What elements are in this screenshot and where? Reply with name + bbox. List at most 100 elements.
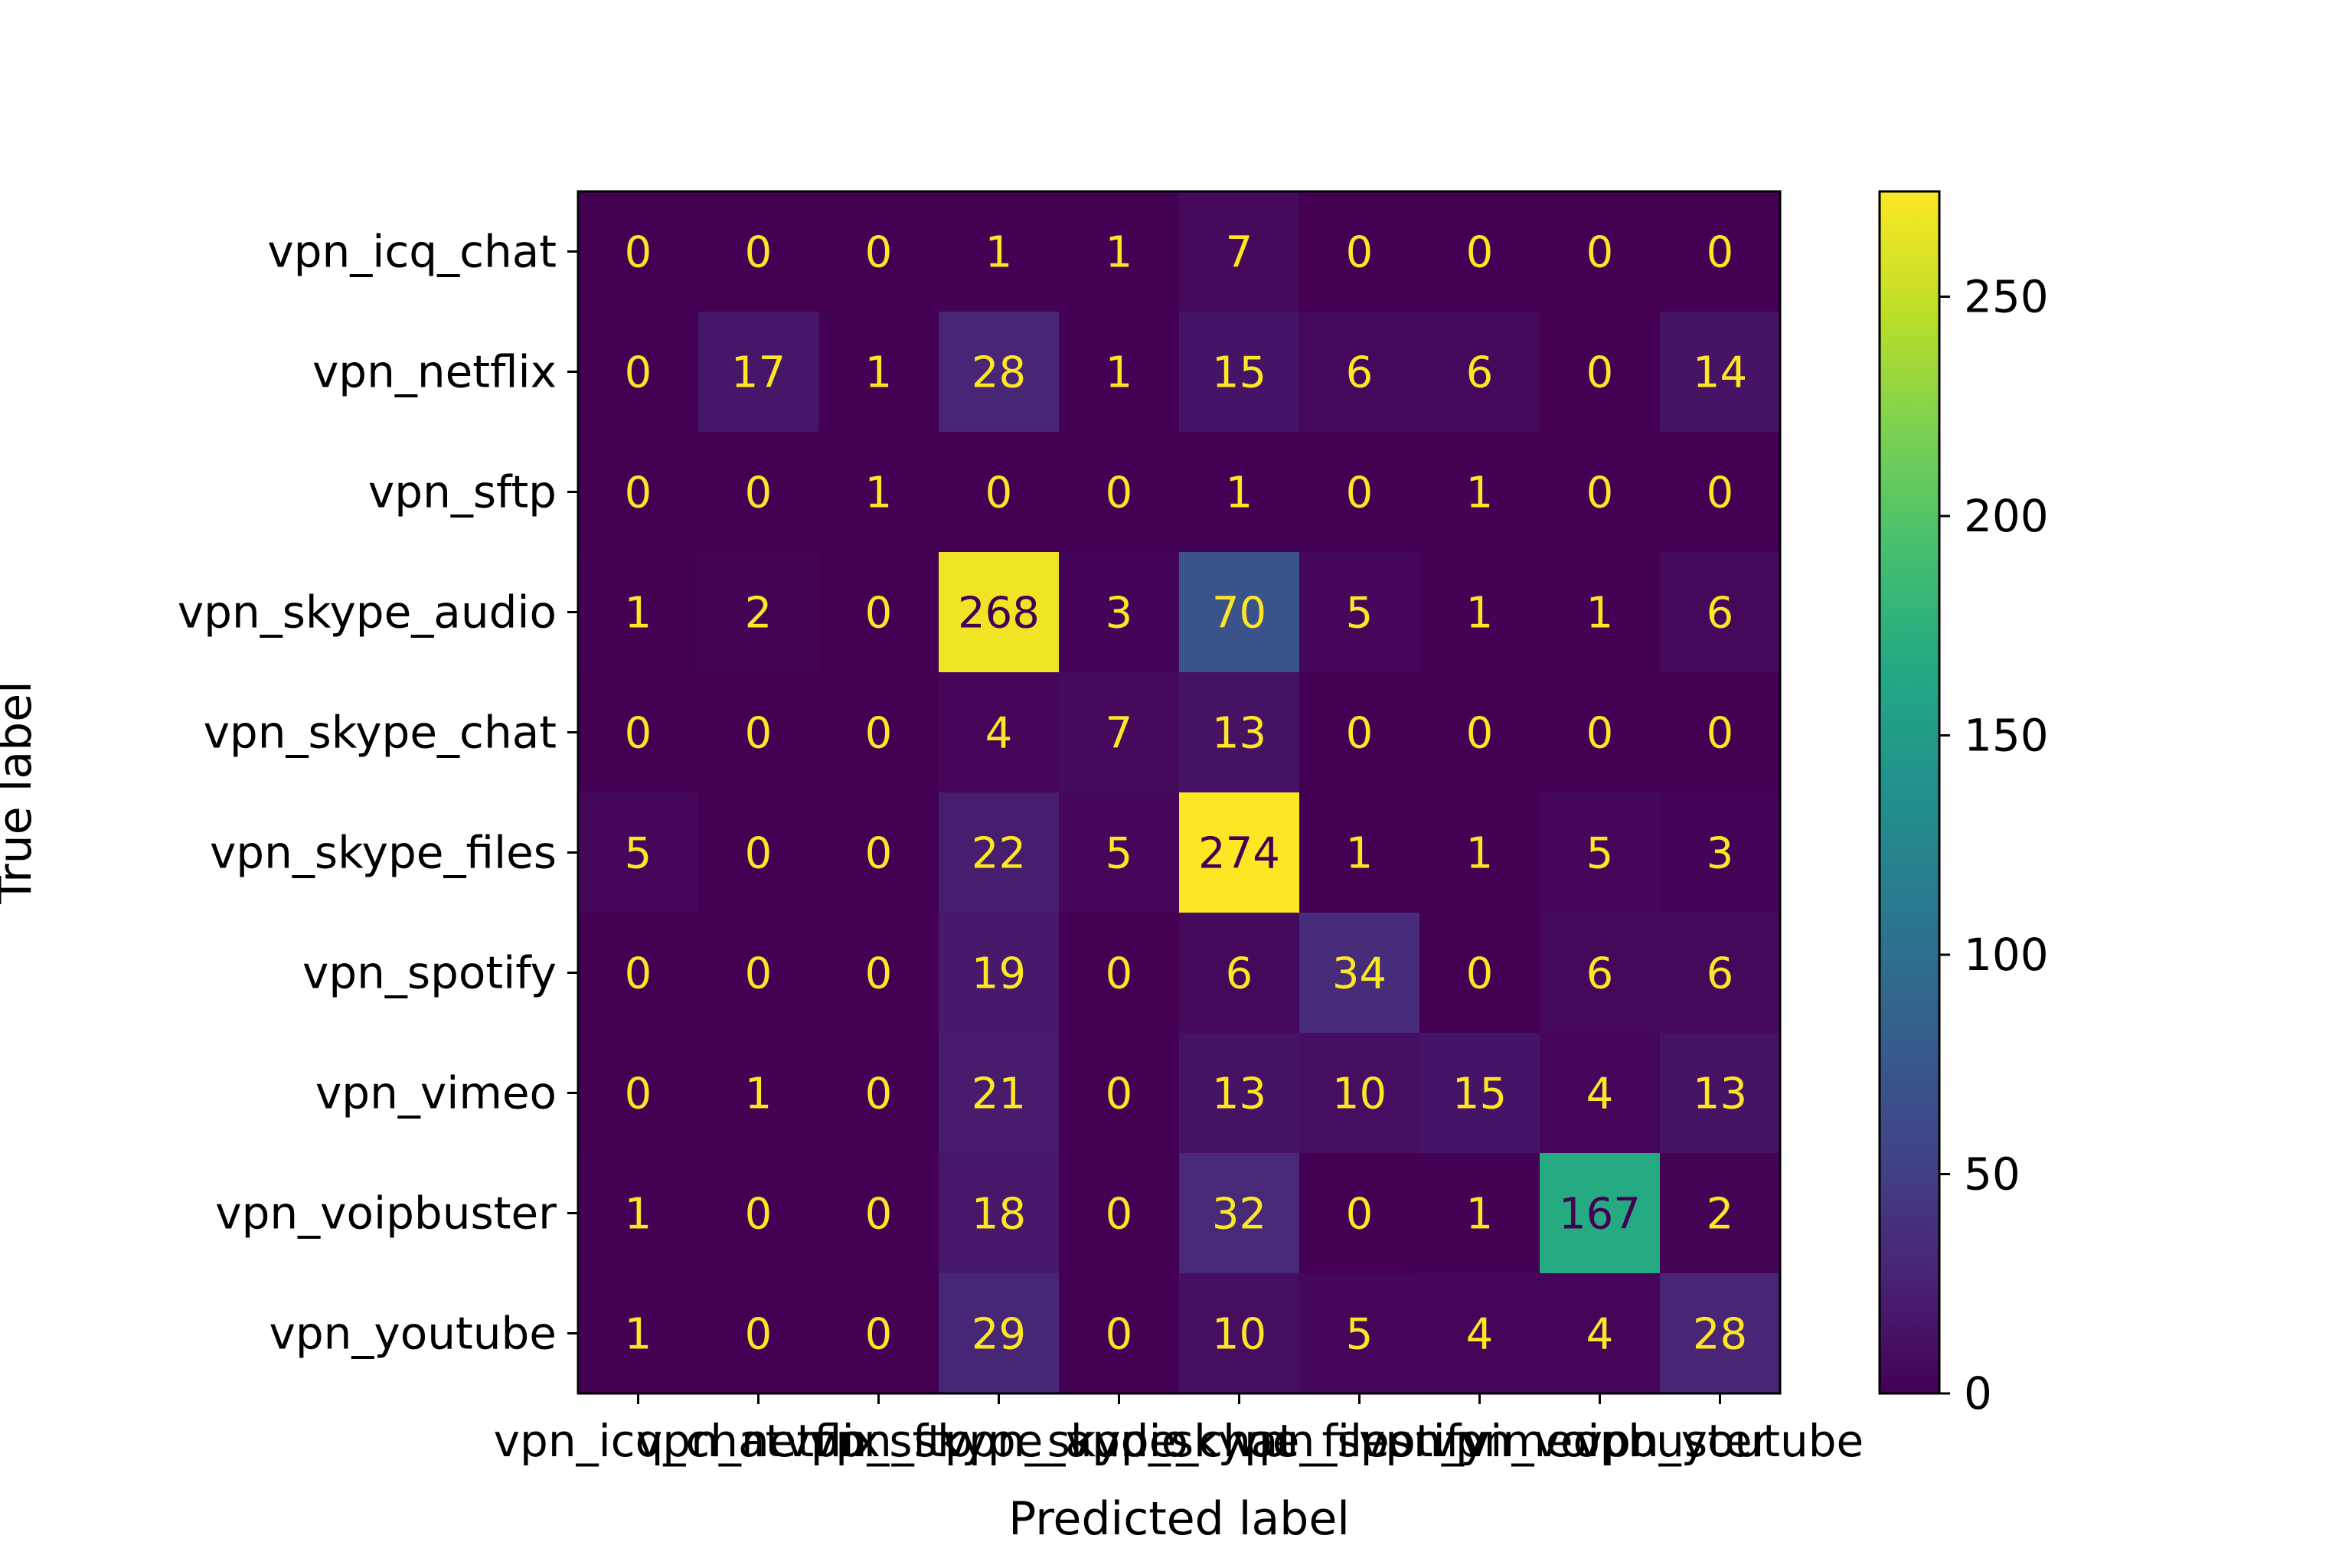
cell-value-label: 0 [1346,1190,1374,1240]
heatmap-cell [1299,552,1420,673]
heatmap-cell [1179,552,1300,673]
heatmap-cell [1179,913,1300,1034]
heatmap-cell [698,792,819,913]
cell-value-label: 1 [1466,1190,1494,1240]
cell-value-label: 1 [625,1190,652,1240]
colorbar-ticks: 0 50 100 150 200 250 [1939,271,2049,1419]
cell-value-label: 6 [1346,348,1374,398]
cell-value-label: 4 [1466,1310,1494,1360]
heatmap-cell [698,1033,819,1154]
heatmap-cell [1660,552,1781,673]
heatmap-cell [1660,913,1781,1034]
heatmap-cell [578,1033,699,1154]
heatmap-cell [1419,191,1540,312]
cell-value-label: 10 [1212,1310,1266,1360]
heatmap-cell [1660,312,1781,433]
heatmap-cell [1299,1033,1420,1154]
cell-value-label: 268 [958,589,1040,639]
cell-value-label: 29 [972,1310,1026,1360]
cell-value-label: 7 [1106,709,1133,759]
heatmap-cell [939,672,1060,793]
cell-value-label: 0 [745,709,773,759]
cell-value-label: 2 [745,589,773,639]
cell-value-label: 1 [1466,589,1494,639]
heatmap-cell [1059,1033,1180,1154]
cell-value-label: 1 [1226,469,1253,518]
heatmap-cell [1179,1153,1300,1274]
cell-value-label: 28 [1693,1310,1747,1360]
cell-value-label: 0 [1346,709,1374,759]
heatmap-cell [578,913,699,1034]
y-tick-label: vpn_netflix [312,346,557,398]
heatmap-cell [1179,432,1300,553]
heatmap-cells: 0 0 0 1 1 7 0 0 0 00 17 1 28 1 15 6 6 0 140 0 1 0 0 1 0 1 0 01 2 0 268… [578,191,1781,1394]
heatmap-cell [1660,191,1781,312]
cell-value-label: 1 [1586,589,1614,639]
heatmap-cell [1540,672,1661,793]
heatmap-cell [1540,913,1661,1034]
heatmap-cell [578,792,699,913]
cell-value-label: 2 [1707,1190,1734,1240]
cell-value-label: 7 [1226,228,1253,278]
y-tick-label: vpn_voipbuster [215,1187,557,1240]
cell-value-label: 0 [1106,1190,1133,1240]
heatmap-cell [1660,1273,1781,1394]
cell-value-label: 1 [985,228,1013,278]
heatmap-cell [939,792,1060,913]
heatmap-cell [818,1273,939,1394]
cell-value-label: 5 [1106,829,1133,879]
heatmap-cell [1059,552,1180,673]
heatmap-cell [1419,1273,1540,1394]
cell-value-label: 0 [1466,949,1494,999]
cell-value-label: 0 [745,1310,773,1360]
heatmap-cell [1419,1153,1540,1274]
heatmap-cell [578,672,699,793]
heatmap-cell [698,1153,819,1274]
cell-value-label: 3 [1707,829,1734,879]
heatmap-cell [1540,1273,1661,1394]
heatmap-cell [1299,672,1420,793]
cell-value-label: 0 [865,1190,893,1240]
heatmap-cell [1419,432,1540,553]
heatmap-cell [818,1153,939,1274]
heatmap-cell [1419,552,1540,673]
heatmap-cell [1419,792,1540,913]
heatmap-cell [1179,312,1300,433]
cell-value-label: 0 [745,829,773,879]
cell-value-label: 1 [745,1070,773,1119]
x-tick-label: vpn_spotify [1233,1415,1487,1467]
heatmap-cell [698,913,819,1034]
cell-value-label: 0 [865,949,893,999]
cell-value-label: 0 [1707,709,1734,759]
cell-value-label: 0 [1707,228,1734,278]
heatmap-cell [818,792,939,913]
cell-value-label: 4 [1586,1310,1614,1360]
cell-value-label: 0 [865,709,893,759]
cell-value-label: 0 [745,228,773,278]
heatmap-cell [1179,672,1300,793]
heatmap-cell [1059,432,1180,553]
cell-value-label: 4 [1586,1070,1614,1119]
y-tick-label: vpn_skype_audio [178,586,557,639]
heatmap-cell [1059,191,1180,312]
colorbar-tick-label: 200 [1964,490,2049,542]
cell-value-label: 0 [1346,228,1374,278]
cell-value-label: 0 [865,829,893,879]
y-axis-ticks: vpn_icq_chat vpn_netflix vpn_sftp vpn_skype… [178,226,578,1360]
cell-value-label: 4 [985,709,1013,759]
y-tick-label: vpn_youtube [270,1308,557,1360]
y-axis-title: True label [0,681,42,905]
cell-value-label: 32 [1212,1190,1266,1240]
cell-value-label: 0 [745,469,773,518]
heatmap-cell [1540,432,1661,553]
cell-value-label: 21 [972,1070,1026,1119]
cell-value-label: 1 [1466,469,1494,518]
x-tick-label: vpn_skype_files [1066,1415,1413,1467]
cell-value-label: 6 [1466,348,1494,398]
heatmap-cell [1179,1273,1300,1394]
cell-value-label: 10 [1332,1070,1387,1119]
cell-value-label: 5 [625,829,652,879]
heatmap-cell [698,1273,819,1394]
cell-value-label: 0 [1106,1070,1133,1119]
y-tick-label: vpn_skype_files [210,827,557,879]
